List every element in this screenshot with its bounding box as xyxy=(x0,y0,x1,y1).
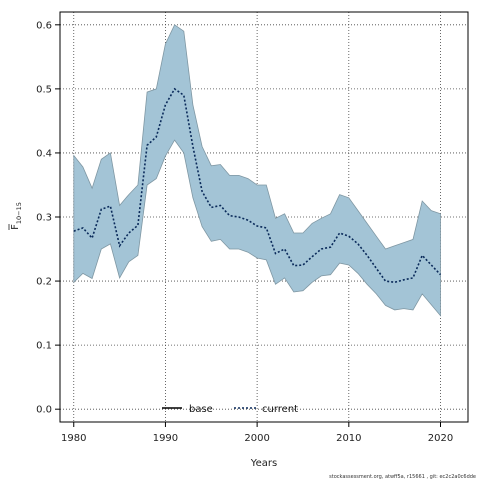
x-tick-label: 2000 xyxy=(244,433,269,444)
y-tick-label: 0.0 xyxy=(36,405,52,416)
current-series-line xyxy=(73,87,442,284)
legend-base-label: base xyxy=(189,404,213,415)
y-tick-label: 0.5 xyxy=(36,84,52,95)
y-axis-ticks: 0.0 0.1 0.2 0.3 0.4 0.5 0.6 xyxy=(36,20,60,416)
y-tick-label: 0.6 xyxy=(36,20,52,31)
y-tick-label: 0.4 xyxy=(36,148,52,159)
y-axis-title: F10−15 xyxy=(8,202,23,230)
x-tick-label: 2020 xyxy=(428,433,453,444)
svg-text:F10−15: F10−15 xyxy=(10,202,23,230)
y-tick-label: 0.3 xyxy=(36,213,52,224)
y-axis-title-main: F xyxy=(10,224,21,230)
y-axis-title-sub: 10−15 xyxy=(15,202,23,224)
confidence-band xyxy=(73,24,441,317)
y-tick-label: 0.2 xyxy=(36,277,52,288)
y-tick-label: 0.1 xyxy=(36,341,52,352)
x-axis-title: Years xyxy=(250,458,277,469)
x-tick-label: 1990 xyxy=(153,433,178,444)
x-tick-label: 1980 xyxy=(61,433,86,444)
x-tick-label: 2010 xyxy=(336,433,361,444)
legend-current-label: current xyxy=(262,404,298,415)
legend: base current xyxy=(162,404,298,415)
footnote: stockassessment.org, atwff5a, r15661 , g… xyxy=(329,474,476,480)
x-axis-ticks: 1980 1990 2000 2010 2020 xyxy=(61,422,453,444)
